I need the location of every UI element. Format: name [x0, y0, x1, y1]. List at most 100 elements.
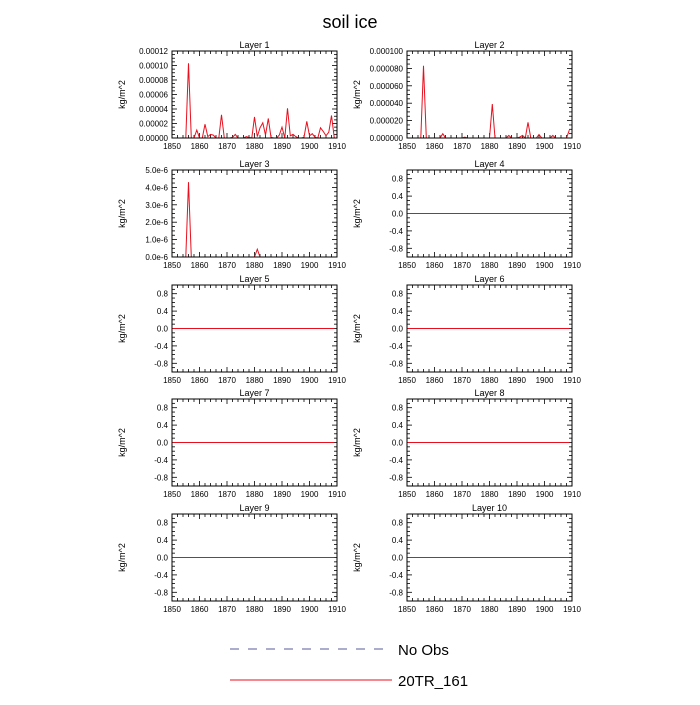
plot-frame [171, 169, 338, 258]
x-tick-label: 1910 [328, 490, 346, 499]
y-axis-label: kg/m^2 [352, 543, 362, 572]
panel-title: Layer 1 [239, 40, 269, 50]
plot-frame [406, 398, 573, 487]
legend-20tr-161-label: 20TR_161 [398, 673, 468, 690]
x-tick-label: 1860 [426, 605, 444, 614]
y-tick-label: -0.4 [154, 342, 168, 351]
panel-layer-8: Layer 8 kg/m^2 1850 1860 1870 1880 1890 1900 191… [352, 388, 581, 499]
x-tick-label: 1870 [453, 376, 471, 385]
x-tick-label: 1890 [508, 142, 526, 151]
x-tick-label: 1850 [398, 261, 416, 270]
panel-title: Layer 7 [239, 388, 269, 398]
y-axis-label: kg/m^2 [117, 80, 127, 109]
panel-layer-2: Layer 2 kg/m^2 1850 1860 1870 1880 1890 1900 191… [352, 40, 581, 151]
y-tick-label: 0.4 [392, 421, 404, 430]
x-tick-label: 1860 [426, 142, 444, 151]
y-tick-label: 0.0 [392, 554, 404, 563]
y-tick-label: -0.4 [389, 456, 403, 465]
y-tick-label: 0.0 [392, 325, 404, 334]
x-tick-label: 1850 [398, 376, 416, 385]
x-tick-label: 1900 [301, 605, 319, 614]
x-tick-label: 1880 [246, 261, 264, 270]
x-tick-label: 1890 [508, 490, 526, 499]
panels: Layer 1 kg/m^2 1850 1860 1870 1880 1890 1900 191… [117, 40, 581, 614]
x-tick-label: 1870 [218, 376, 236, 385]
y-tick-label: 2.0e-6 [145, 218, 168, 227]
x-tick-label: 1910 [563, 142, 581, 151]
y-tick-label: 0.00008 [139, 76, 168, 85]
y-tick-label: 4.0e-6 [145, 183, 168, 192]
legend-no-obs-label: No Obs [398, 642, 449, 659]
y-tick-label: 0.000000 [370, 134, 404, 143]
y-tick-label: 0.8 [157, 290, 169, 299]
x-tick-label: 1860 [426, 490, 444, 499]
x-tick-label: 1890 [508, 605, 526, 614]
y-tick-label: 0.4 [157, 421, 169, 430]
x-tick-label: 1860 [191, 142, 209, 151]
x-tick-label: 1910 [563, 261, 581, 270]
x-tick-label: 1890 [508, 376, 526, 385]
plot-frame [406, 284, 573, 373]
x-tick-label: 1880 [481, 376, 499, 385]
y-tick-label: 0.8 [392, 290, 404, 299]
y-tick-label: 0.8 [157, 519, 169, 528]
y-tick-label: 0.8 [392, 519, 404, 528]
x-tick-label: 1910 [328, 605, 346, 614]
x-tick-label: 1850 [163, 142, 181, 151]
x-tick-label: 1880 [481, 490, 499, 499]
x-tick-label: 1880 [481, 605, 499, 614]
x-tick-label: 1900 [536, 142, 554, 151]
y-tick-label: 0.4 [392, 192, 404, 201]
plot-frame [171, 513, 338, 602]
panel-title: Layer 8 [474, 388, 504, 398]
x-tick-label: 1850 [163, 605, 181, 614]
x-tick-label: 1900 [301, 376, 319, 385]
y-axis-label: kg/m^2 [117, 314, 127, 343]
x-tick-label: 1870 [453, 605, 471, 614]
y-tick-label: -0.8 [154, 473, 168, 482]
x-tick-label: 1870 [453, 261, 471, 270]
x-tick-label: 1900 [536, 490, 554, 499]
plot-frame [171, 284, 338, 373]
y-tick-label: 0.000060 [370, 82, 404, 91]
panel-layer-7: Layer 7 kg/m^2 1850 1860 1870 1880 1890 1900 191… [117, 388, 346, 499]
x-tick-label: 1850 [163, 376, 181, 385]
x-tick-label: 1850 [398, 142, 416, 151]
y-tick-label: -0.8 [154, 359, 168, 368]
y-tick-label: -0.8 [389, 588, 403, 597]
x-tick-label: 1860 [191, 490, 209, 499]
x-tick-label: 1860 [191, 376, 209, 385]
y-axis-label: kg/m^2 [352, 314, 362, 343]
y-tick-label: -0.4 [154, 571, 168, 580]
x-tick-label: 1880 [246, 142, 264, 151]
y-tick-label: 0.00010 [139, 62, 168, 71]
panel-layer-5: Layer 5 kg/m^2 1850 1860 1870 1880 1890 1900 191… [117, 274, 346, 385]
plot-frame [406, 513, 573, 602]
plot-frame [171, 50, 338, 139]
x-tick-label: 1860 [191, 261, 209, 270]
panel-layer-4: Layer 4 kg/m^2 1850 1860 1870 1880 1890 1900 191… [352, 159, 581, 270]
y-tick-label: 0.8 [392, 404, 404, 413]
series-line-20tr-161 [407, 65, 570, 139]
y-axis-label: kg/m^2 [117, 543, 127, 572]
legend: No Obs 20TR_161 [230, 642, 468, 690]
y-tick-label: 0.0 [157, 554, 169, 563]
x-tick-label: 1870 [453, 490, 471, 499]
plot-frame [406, 50, 573, 139]
y-tick-label: -0.4 [389, 571, 403, 580]
x-tick-label: 1900 [536, 605, 554, 614]
x-tick-label: 1910 [328, 376, 346, 385]
y-axis-label: kg/m^2 [117, 428, 127, 457]
y-tick-label: 0.0 [392, 210, 404, 219]
y-tick-label: 0.000100 [370, 47, 404, 56]
x-tick-label: 1890 [273, 605, 291, 614]
y-tick-label: -0.4 [389, 342, 403, 351]
y-tick-label: 0.00006 [139, 91, 168, 100]
x-tick-label: 1880 [246, 376, 264, 385]
panel-title: Layer 6 [474, 274, 504, 284]
x-tick-label: 1860 [191, 605, 209, 614]
x-tick-label: 1880 [481, 142, 499, 151]
y-tick-label: 1.0e-6 [145, 236, 168, 245]
